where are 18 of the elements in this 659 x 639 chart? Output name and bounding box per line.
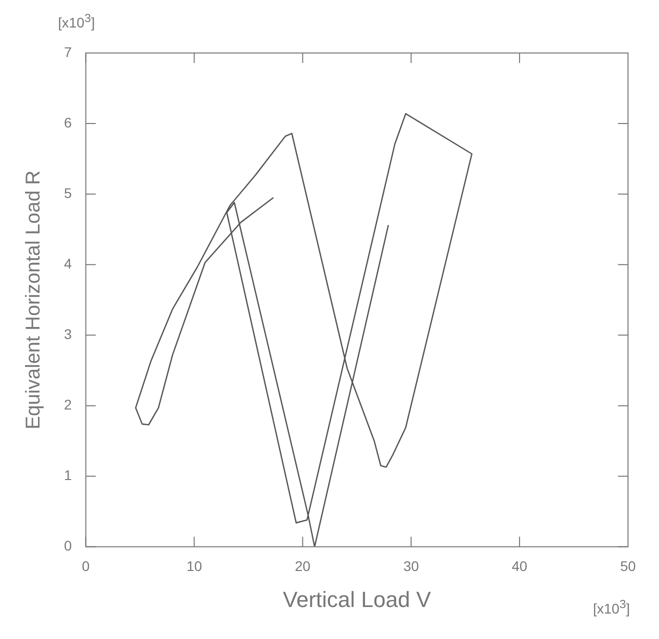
y-tick-label: 0 <box>64 538 72 554</box>
y-tick-label: 5 <box>64 184 72 201</box>
y-tick-label: 6 <box>64 114 72 130</box>
y-tick-label: 1 <box>64 467 72 484</box>
x-tick-label: 50 <box>620 558 636 574</box>
x-tick-label: 0 <box>82 558 90 574</box>
x-tick-label: 40 <box>512 558 528 574</box>
x-tick-label: 20 <box>294 558 311 574</box>
y-axis-title: Equivalent Horizontal Load R <box>22 170 45 430</box>
text: [x10$^{3}$] <box>58 12 95 31</box>
y-tick-label: 3 <box>64 326 72 342</box>
y-tick-label: 7 <box>64 44 72 60</box>
text: [x10$^{3}$] <box>593 598 630 617</box>
x-tick-label: 10 <box>186 558 202 574</box>
y-tick-label: 4 <box>64 255 72 272</box>
y-tick-label: 2 <box>64 396 72 413</box>
x-tick-label: 30 <box>403 558 420 574</box>
x-axis-title: Vertical Load V <box>282 586 432 612</box>
